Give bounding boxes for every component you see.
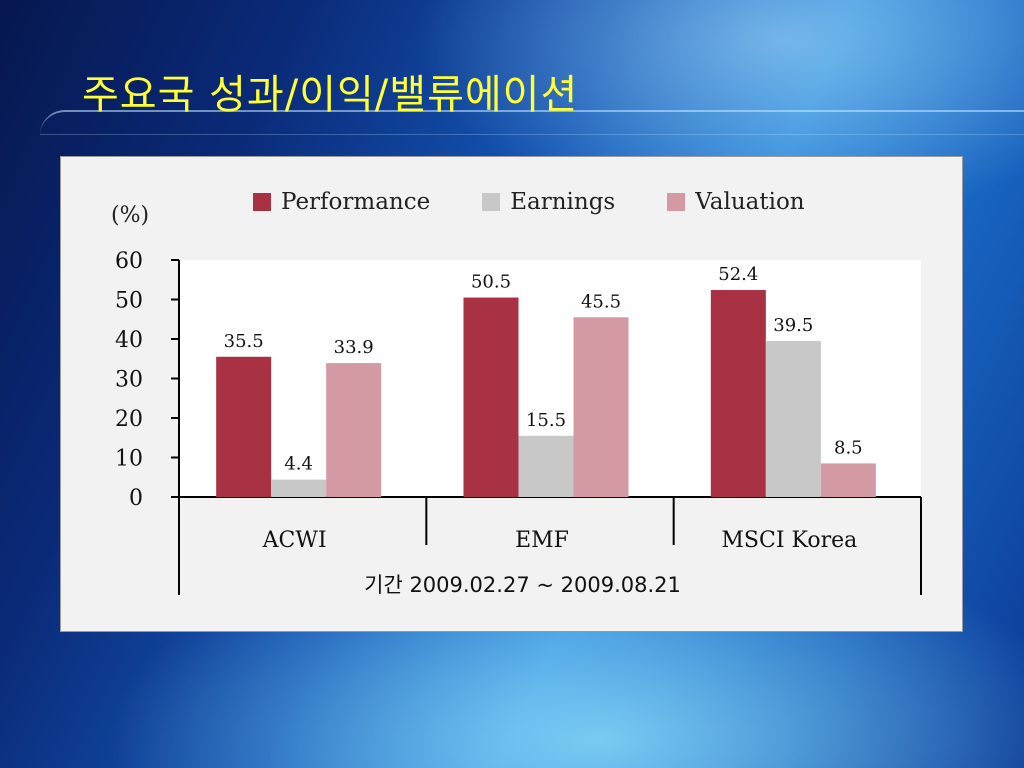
chart-legend: Performance Earnings Valuation (253, 189, 857, 215)
y-tick-label: 10 (115, 447, 143, 472)
legend-label-valuation: Valuation (695, 189, 805, 215)
bar-performance-acwi (216, 356, 272, 497)
legend-item-valuation: Valuation (667, 189, 805, 215)
data-label: 52.4 (718, 264, 758, 285)
legend-item-performance: Performance (253, 189, 430, 215)
bar-valuation-msci-korea (820, 463, 876, 497)
legend-swatch-valuation (667, 193, 686, 211)
bar-performance-msci-korea (710, 290, 766, 497)
y-tick-label: 20 (115, 407, 143, 432)
y-tick-label: 40 (115, 328, 143, 353)
legend-swatch-performance (253, 193, 271, 211)
data-label: 45.5 (581, 291, 621, 312)
category-label: EMF (515, 528, 569, 553)
data-label: 35.5 (224, 331, 264, 352)
category-label: MSCI Korea (721, 528, 857, 553)
y-axis-unit-label: (%) (111, 203, 150, 228)
data-label: 39.5 (773, 315, 813, 336)
bar-valuation-acwi (326, 363, 382, 497)
y-tick-label: 50 (115, 289, 143, 314)
legend-item-earnings: Earnings (482, 189, 615, 215)
data-label: 15.5 (526, 410, 566, 431)
legend-label-earnings: Earnings (510, 189, 616, 215)
period-label: 기간 2009.02.27 ~ 2009.08.21 (364, 573, 681, 597)
bar-earnings-acwi (271, 479, 327, 497)
y-tick-label: 30 (115, 368, 143, 393)
bar-earnings-emf (518, 435, 574, 497)
data-label: 50.5 (471, 272, 511, 293)
chart-panel: 0 10 20 30 40 50 60 35.5 4.4 33.9 ACWI 50.5 15.5 45.5… (60, 156, 963, 632)
bar-valuation-emf (573, 317, 629, 497)
legend-swatch-earnings (482, 193, 501, 211)
bar-performance-emf (463, 297, 519, 497)
data-label: 8.5 (834, 437, 863, 458)
y-tick-label: 60 (115, 249, 143, 274)
slide-title: 주요국 성과/이익/밸류에이션 (82, 72, 579, 118)
legend-label-performance: Performance (281, 189, 431, 215)
title-underline-band (40, 110, 1024, 135)
data-label: 33.9 (334, 337, 374, 358)
y-tick-label: 0 (129, 486, 143, 511)
data-label: 4.4 (284, 454, 313, 475)
bar-earnings-msci-korea (765, 340, 821, 497)
category-label: ACWI (262, 528, 327, 553)
bar-chart: 0 10 20 30 40 50 60 35.5 4.4 33.9 ACWI 50.5 15.5 45.5… (115, 249, 922, 595)
